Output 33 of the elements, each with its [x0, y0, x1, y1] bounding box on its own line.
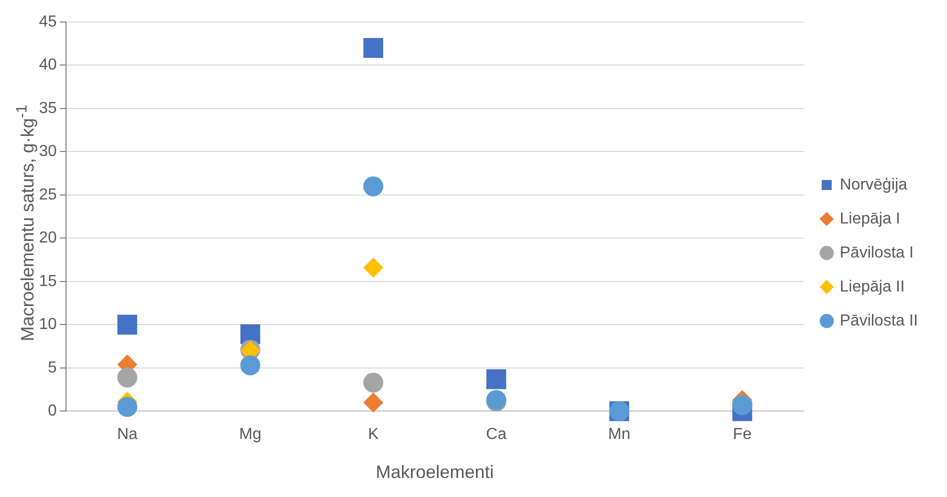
x-tick-label: Mn — [608, 426, 630, 444]
legend-label: Liepāja I — [840, 210, 900, 228]
point — [240, 355, 260, 376]
point — [117, 396, 138, 417]
legend-label: Pāvilosta I — [840, 244, 914, 262]
y-tick-label: 10 — [39, 316, 57, 334]
y-tick-label: 5 — [48, 359, 57, 376]
x-tick-label: Fe — [732, 426, 752, 444]
legend-label: Liepāja II — [840, 278, 905, 296]
y-tick-label: 20 — [39, 230, 57, 247]
point — [117, 367, 138, 388]
point — [363, 372, 384, 393]
y-tick-label: 45 — [39, 13, 57, 30]
point — [363, 176, 384, 196]
y-tick-label: 0 — [48, 402, 57, 420]
y-tick-label: 15 — [39, 272, 57, 290]
point — [117, 314, 138, 335]
point — [363, 258, 384, 278]
y-tick-label: 40 — [39, 56, 57, 74]
point — [363, 392, 384, 413]
y-tick-label: 25 — [39, 186, 57, 204]
point — [486, 369, 506, 390]
point — [363, 38, 384, 58]
y-tick-label: 35 — [39, 100, 57, 117]
legend-label: Norvēģija — [840, 176, 908, 194]
x-tick-label: Mg — [239, 426, 262, 444]
y-tick-label: 30 — [39, 143, 57, 160]
x-axis-title: Makroelementi — [376, 462, 494, 482]
legend-label: Pāvilosta II — [840, 312, 918, 330]
x-tick-label: K — [368, 426, 379, 444]
x-tick-label: Ca — [486, 426, 507, 444]
point — [732, 395, 752, 416]
x-tick-label: Na — [117, 426, 138, 444]
